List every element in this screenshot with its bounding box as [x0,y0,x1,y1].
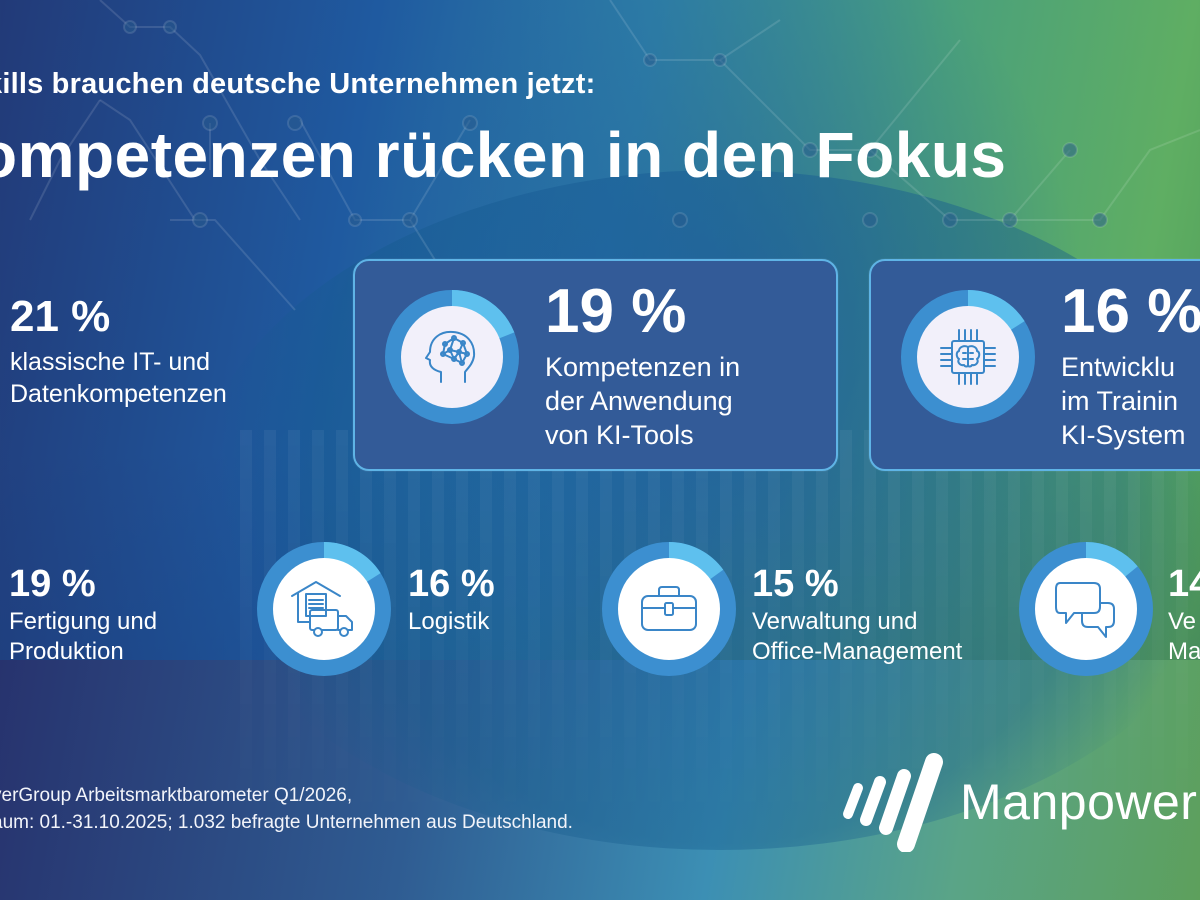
stat-label-line: Logistik [408,608,490,635]
manpower-logo-mark-icon [843,753,943,852]
speech-bubbles-icon [1054,579,1118,639]
progress-ring-value [385,290,519,424]
icon-circle [401,306,503,408]
warehouse-truck-icon [290,578,358,640]
icon-circle [273,558,375,660]
stat-label-line: Office-Management [752,638,963,665]
stat-label-line: Ma [1168,638,1200,665]
stat-logistics: 16 % Logistik [408,565,495,637]
stat-text: 19 % Kompetenzen in der Anwendung von KI… [545,281,740,452]
icon-circle [1035,558,1137,660]
source-line: verGroup Arbeitsmarktbarometer Q1/2026, [0,785,353,806]
source-line: aum: 01.-31.10.2025; 1.032 befragte Unte… [0,811,573,833]
stat-text: 16 % Entwicklu im Trainin KI-System [1061,281,1200,452]
stat-percent: 14 [1168,563,1200,605]
stat-it-data-skills: 21 % klassische IT- und Datenkompetenzen [10,295,227,410]
icon-circle [618,558,720,660]
stat-percent: 16 % [408,563,495,605]
stat-percent: 16 % [1061,277,1200,346]
stat-label: klassische IT- und Datenkompetenzen [10,347,227,410]
source-note: verGroup Arbeitsmarktbarometer Q1/2026, … [0,783,573,837]
progress-ring-track [602,542,736,676]
stat-label-line: Datenkompetenzen [10,379,227,408]
icon-circle [917,306,1019,408]
manpower-logo: Manpower [838,752,1197,852]
stat-percent: 19 % [545,277,687,346]
stat-percent: 19 % [9,563,96,605]
progress-ring-value [1019,542,1153,676]
stat-label: Entwicklu im Trainin KI-System [1061,351,1200,452]
stat-percent: 21 % [10,292,111,341]
progress-ring-value [602,542,736,676]
progress-ring-logistics [257,542,391,676]
progress-ring-value [257,542,391,676]
stat-label-line: Verwaltung und [752,608,918,635]
briefcase-icon [639,584,699,634]
progress-ring-track [385,290,519,424]
stat-label-line: der Anwendung [545,385,733,416]
ai-chip-brain-icon [935,324,1001,390]
stat-percent: 15 % [752,563,839,605]
stat-label-line: Fertigung und [9,608,158,635]
logo-wordmark: Manpower [960,774,1198,830]
stat-label-line: Ve [1168,608,1197,635]
progress-ring-track [1019,542,1153,676]
progress-ring [385,290,519,424]
page-title: ompetenzen rücken in den Fokus [0,119,1007,191]
progress-ring-track [257,542,391,676]
stat-label-line: im Trainin [1061,385,1179,416]
stat-label-line: klassische IT- und [10,348,211,376]
progress-ring-track [901,290,1035,424]
progress-ring [901,290,1035,424]
progress-ring-sales [1019,542,1153,676]
stat-label-line: von KI-Tools [545,419,694,450]
stat-label: Kompetenzen in der Anwendung von KI-Tool… [545,351,740,452]
stat-label-line: Kompetenzen in [545,352,741,382]
stat-manufacturing: 19 % Fertigung und Produktion [9,565,157,667]
card-ai-tools-skills: 19 % Kompetenzen in der Anwendung von KI… [353,259,838,471]
stat-label: Fertigung und Produktion [9,607,157,667]
stat-administration: 15 % Verwaltung und Office-Management [752,565,962,667]
stat-label-line: Produktion [9,638,124,665]
stat-label: Ve Ma [1168,607,1200,667]
stat-label-line: KI-System [1061,419,1186,450]
stat-label: Verwaltung und Office-Management [752,607,962,667]
stat-label: Logistik [408,607,495,637]
stat-sales: 14 Ve Ma [1168,565,1200,667]
progress-ring-value [901,290,1035,424]
stat-label-line: Entwicklu [1061,352,1176,382]
progress-ring-administration [602,542,736,676]
subtitle: kills brauchen deutsche Unternehmen jetz… [0,68,596,100]
brain-network-head-icon [421,326,483,388]
card-ai-systems-development: 16 % Entwicklu im Trainin KI-System [869,259,1200,471]
